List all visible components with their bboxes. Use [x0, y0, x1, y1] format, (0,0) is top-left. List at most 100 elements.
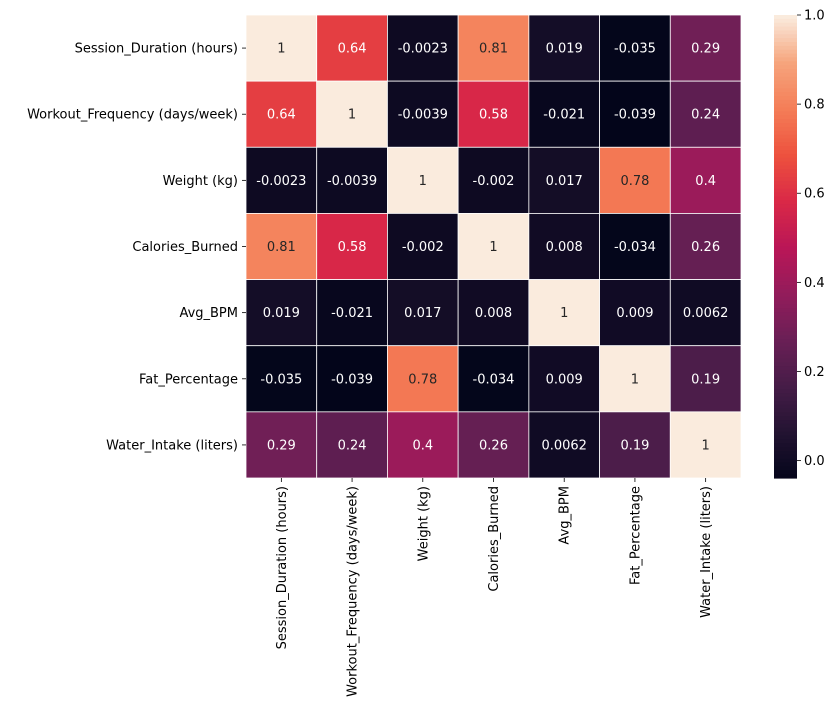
colorbar-segment — [774, 474, 797, 479]
colorbar-segment — [774, 227, 797, 232]
cell-annotation: 0.58 — [338, 240, 367, 255]
colorbar-segment — [774, 412, 797, 417]
y-tick-label: Workout_Frequency (days/week) — [27, 108, 238, 123]
colorbar-segment — [774, 72, 797, 78]
x-tick-label: Water_Intake (liters) — [699, 486, 714, 618]
heatmap-cell — [245, 213, 318, 280]
colorbar-segment — [774, 69, 797, 74]
colorbar-segment — [774, 258, 797, 263]
cell-annotation: -0.035 — [614, 42, 656, 57]
colorbar-segment — [774, 196, 797, 201]
cell-annotation: 0.26 — [479, 438, 508, 453]
x-tick-label: Calories_Burned — [487, 486, 502, 592]
colorbar-segment — [774, 431, 797, 437]
cell-annotation: -0.021 — [331, 306, 373, 321]
colorbar-segment — [774, 84, 797, 89]
colorbar-segment — [774, 15, 797, 20]
cell-annotation: 0.019 — [263, 306, 300, 321]
x-tick-label: Session_Duration (hours) — [275, 486, 290, 649]
colorbar-segment — [774, 288, 797, 294]
heatmap-cell — [457, 345, 530, 413]
colorbar-segment — [774, 53, 797, 59]
colorbar-segment — [774, 204, 797, 209]
colorbar-segment — [774, 223, 797, 228]
y-tick-label: Fat_Percentage — [139, 372, 238, 387]
heatmap-cell — [387, 14, 459, 82]
heatmap-cell — [457, 14, 530, 82]
colorbar-segment — [774, 420, 797, 425]
cell-annotation: -0.002 — [473, 174, 515, 189]
colorbar-segment — [774, 153, 797, 159]
cell-annotation: 1 — [348, 108, 356, 123]
colorbar-segment — [774, 323, 797, 329]
cell-annotation: 0.009 — [616, 306, 653, 321]
heatmap-cell — [669, 80, 742, 148]
heatmap-cell — [599, 213, 671, 280]
colorbar-segment — [774, 296, 797, 302]
colorbar-segment — [774, 215, 797, 221]
heatmap-cell — [669, 345, 742, 413]
cell-annotation: 0.78 — [408, 372, 437, 387]
cell-annotation: 0.24 — [338, 438, 367, 453]
colorbar-segment — [774, 142, 797, 147]
heatmap-cell — [316, 345, 388, 413]
colorbar-segment — [774, 111, 797, 116]
heatmap-cell — [316, 14, 388, 82]
cell-annotation: 0.009 — [546, 372, 583, 387]
colorbar-segment — [774, 18, 797, 24]
colorbar-segment — [774, 265, 797, 271]
y-tick-label: Water_Intake (liters) — [106, 438, 238, 453]
heatmap-cell — [387, 411, 459, 479]
colorbar-segment — [774, 157, 797, 163]
colorbar-segment — [774, 92, 797, 97]
colorbar-tick-label: 1.0 — [804, 9, 825, 24]
colorbar-tick-label: 0.0 — [804, 454, 825, 469]
heatmap-cell — [387, 345, 459, 413]
colorbar-segment — [774, 416, 797, 421]
colorbar-segment — [774, 466, 797, 471]
y-tick-label: Weight (kg) — [163, 174, 238, 189]
cell-annotation: -0.035 — [260, 372, 302, 387]
colorbar-segment — [774, 103, 797, 109]
heatmap-cell — [599, 14, 671, 82]
colorbar-segment — [774, 61, 797, 66]
cell-annotation: -0.034 — [614, 240, 656, 255]
heatmap-cell — [599, 411, 671, 479]
colorbar-segment — [774, 207, 797, 213]
colorbar-segment — [774, 65, 797, 70]
colorbar-segment — [774, 173, 797, 178]
cell-annotation: 0.78 — [620, 174, 649, 189]
colorbar-segment — [774, 450, 797, 456]
colorbar-segment — [774, 377, 797, 383]
cell-annotation: 0.64 — [267, 108, 296, 123]
cell-annotation: -0.0023 — [398, 42, 448, 57]
cell-annotation: -0.002 — [402, 240, 444, 255]
colorbar-segment — [774, 385, 797, 390]
cell-annotation: 1 — [560, 306, 568, 321]
colorbar-segment — [774, 423, 797, 429]
colorbar-segment — [774, 34, 797, 39]
colorbar-segment — [774, 254, 797, 259]
colorbar-segment — [774, 354, 797, 359]
colorbar-segment — [774, 331, 797, 336]
heatmap-cell — [528, 14, 600, 82]
cell-annotation: 0.4 — [412, 438, 433, 453]
colorbar-segment — [774, 219, 797, 224]
colorbar-segment — [774, 404, 797, 410]
colorbar-segment — [774, 358, 797, 363]
heatmap-cell — [457, 411, 530, 479]
cell-annotation: 1 — [631, 372, 639, 387]
colorbar-segment — [774, 400, 797, 406]
colorbar-segment — [774, 435, 797, 441]
heatmap-cell — [387, 279, 459, 347]
heatmap-cell — [528, 411, 600, 479]
y-tick-label: Session_Duration (hours) — [75, 42, 238, 57]
heatmap-cell — [457, 213, 530, 280]
colorbar-segment — [774, 99, 797, 105]
colorbar-segment — [774, 30, 797, 35]
cell-annotation: -0.0023 — [256, 174, 306, 189]
colorbar-segment — [774, 231, 797, 236]
colorbar-segment — [774, 470, 797, 475]
cell-annotation: -0.034 — [473, 372, 515, 387]
